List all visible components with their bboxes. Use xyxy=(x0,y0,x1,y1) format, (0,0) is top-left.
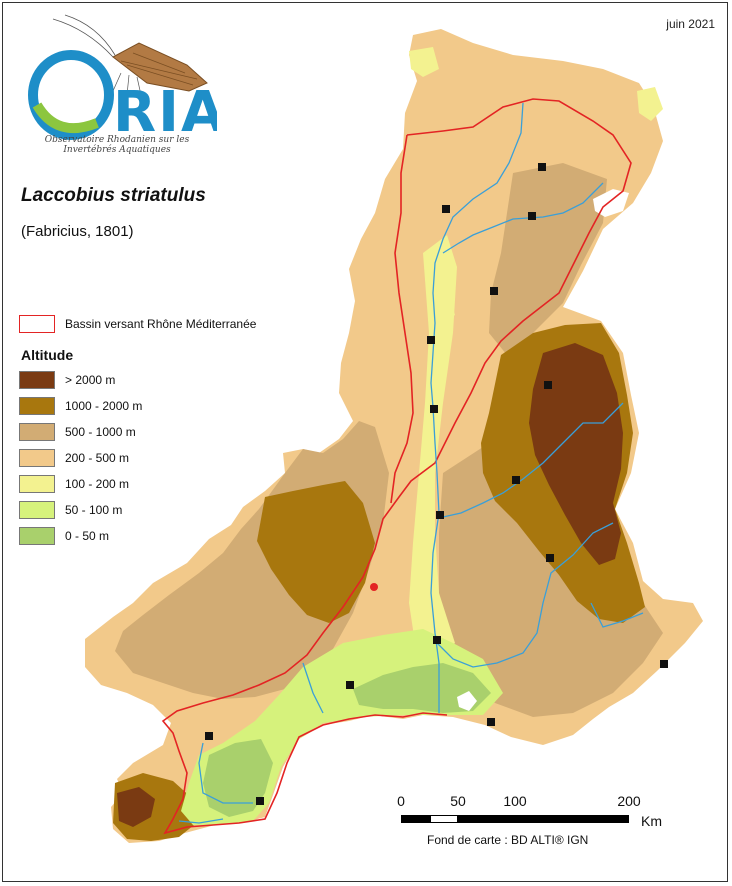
observation-point xyxy=(487,718,495,726)
relief-band-0-50 xyxy=(353,663,491,713)
observation-point xyxy=(427,336,435,344)
caddisfly-icon xyxy=(52,14,208,96)
scale-tick: 0 xyxy=(397,793,405,809)
observation-point xyxy=(546,554,554,562)
altitude-label: 500 - 1000 m xyxy=(65,425,136,439)
scale-segment xyxy=(430,815,458,823)
relief-band-above-2000 xyxy=(529,343,623,565)
basemap-credit: Fond de carte : BD ALTI® IGN xyxy=(427,833,589,847)
lake-icon xyxy=(457,691,477,711)
logo-o-ring xyxy=(28,50,114,140)
scale-unit: Km xyxy=(641,813,662,829)
observation-point xyxy=(346,681,354,689)
relief-band-100-200 xyxy=(637,87,663,121)
altitude-swatch xyxy=(19,475,55,493)
observation-point xyxy=(433,636,441,644)
observation-point xyxy=(538,163,546,171)
altitude-label: 200 - 500 m xyxy=(65,451,130,465)
legend-altitude-class: 500 - 1000 m xyxy=(19,423,339,449)
scale-segment xyxy=(515,815,629,823)
species-name: Laccobius striatulus xyxy=(21,185,206,206)
observation-point xyxy=(205,732,213,740)
relief-band-0-50 xyxy=(203,739,273,817)
relief-band-1000-2000 xyxy=(257,481,375,623)
basin-boundary xyxy=(390,134,414,504)
altitude-swatch xyxy=(19,527,55,545)
altitude-title: Altitude xyxy=(21,347,74,363)
altitude-swatch xyxy=(19,397,55,415)
observation-point xyxy=(512,476,520,484)
river-network xyxy=(178,102,644,824)
map-legend: Bassin versant Rhône Méditerranée Altitu… xyxy=(19,315,339,553)
observation-point xyxy=(256,797,264,805)
legend-altitude-class: 1000 - 2000 m xyxy=(19,397,339,423)
observation-point xyxy=(490,287,498,295)
legend-basin: Bassin versant Rhône Méditerranée xyxy=(19,315,339,341)
basin-swatch xyxy=(19,315,55,333)
observation-point xyxy=(528,212,536,220)
relief-band-100-200 xyxy=(409,47,439,77)
altitude-swatch xyxy=(19,371,55,389)
altitude-label: > 2000 m xyxy=(65,373,116,387)
relief-band-100-200 xyxy=(409,235,457,663)
legend-altitude-class: 200 - 500 m xyxy=(19,449,339,475)
legend-altitude-class: 0 - 50 m xyxy=(19,527,339,553)
logo-wordmark-ria: RIA xyxy=(113,80,217,145)
scale-bar: 0 50 100 200 Km xyxy=(397,793,662,853)
scale-tick: 100 xyxy=(503,793,527,809)
scale-segment xyxy=(401,815,430,823)
observation-point xyxy=(430,405,438,413)
observation-point xyxy=(436,511,444,519)
altitude-label: 0 - 50 m xyxy=(65,529,110,543)
basin-boundary xyxy=(161,98,632,835)
relief-map[interactable] xyxy=(3,3,728,882)
legend-altitude-class: 50 - 100 m xyxy=(19,501,339,527)
species-author: (Fabricius, 1801) xyxy=(21,223,134,240)
relief-band-500-1000 xyxy=(489,163,607,355)
scale-tick: 50 xyxy=(450,793,466,809)
legend-altitude-class: 100 - 200 m xyxy=(19,475,339,501)
observation-point xyxy=(660,660,668,668)
highlight-observation-point xyxy=(370,583,378,591)
altitude-label: 50 - 100 m xyxy=(65,503,123,517)
legend-altitude-class: > 2000 m xyxy=(19,371,339,397)
oria-logo: RIA xyxy=(28,14,217,145)
map-date: juin 2021 xyxy=(666,17,715,31)
relief-band-above-2000 xyxy=(117,787,155,827)
altitude-swatch xyxy=(19,449,55,467)
scale-tick: 200 xyxy=(617,793,641,809)
observation-point xyxy=(544,381,552,389)
observation-point xyxy=(442,205,450,213)
altitude-label: 100 - 200 m xyxy=(65,477,130,491)
logo-subtitle: Observatoire Rhodanien sur les Invertébr… xyxy=(44,135,190,155)
altitude-label: 1000 - 2000 m xyxy=(65,399,143,413)
observation-points xyxy=(205,163,668,805)
altitude-swatch xyxy=(19,501,55,519)
altitude-swatch xyxy=(19,423,55,441)
scale-segment xyxy=(458,815,515,823)
